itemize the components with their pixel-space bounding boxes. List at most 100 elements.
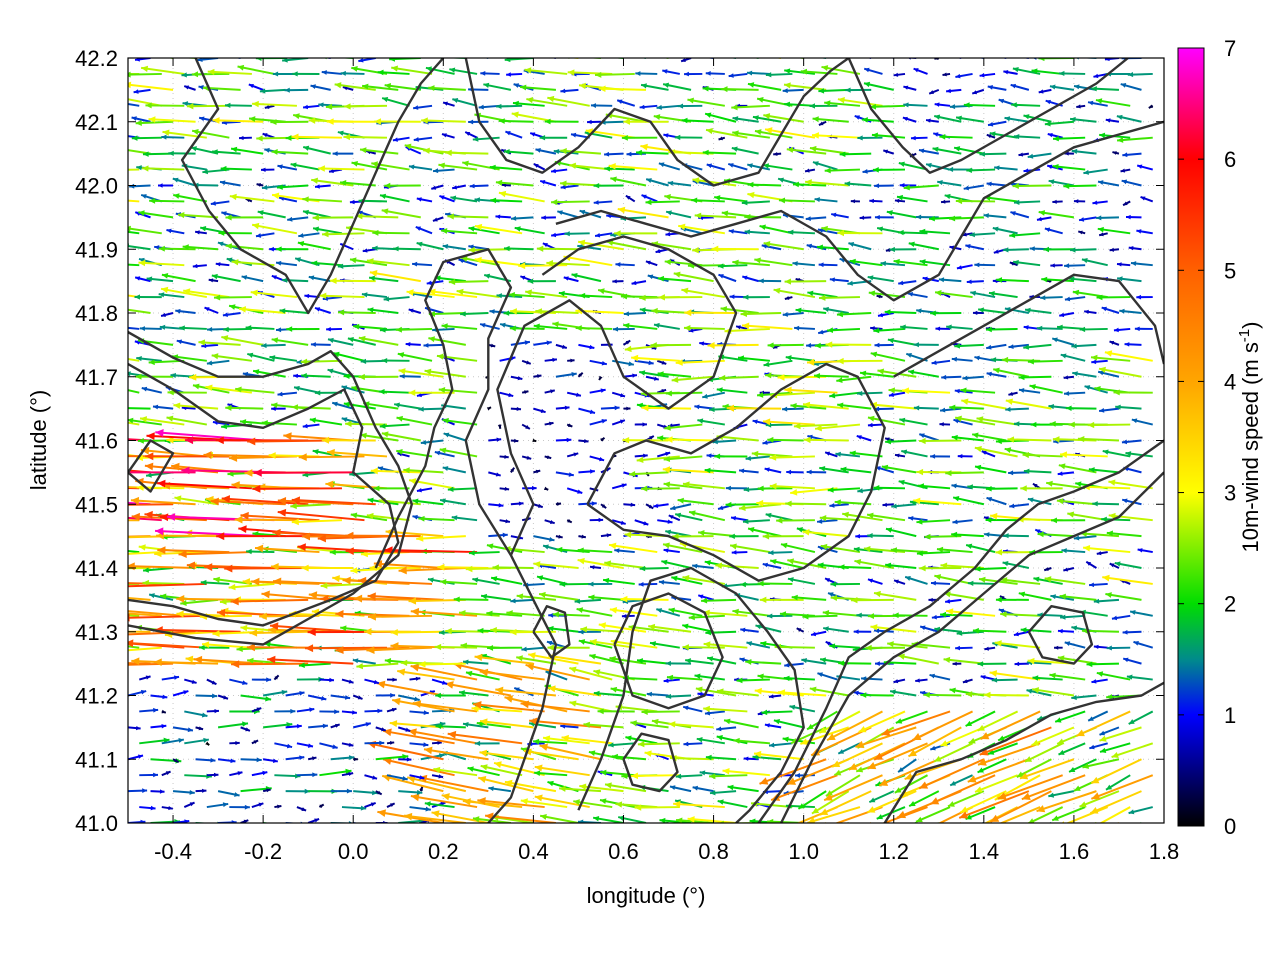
wind-vector-head [504,486,510,491]
wind-vector-shaft [675,359,725,364]
wind-vector-shaft [311,178,354,187]
wind-vector-head [947,53,952,57]
wind-vector-shaft [505,58,511,59]
wind-vector-head [605,782,612,789]
wind-vector-head [647,274,654,280]
wind-vector-head [381,431,389,438]
wind-vector-shaft [692,178,737,187]
wind-vector-head [296,724,302,729]
wind-vector-head [1057,655,1065,662]
wind-vector-head [943,656,951,663]
wind-vector-head [441,133,447,138]
wind-vector-shaft [822,611,861,617]
wind-vector-head [290,503,297,510]
wind-vector-head [335,610,344,618]
wind-vector-shaft [809,687,849,697]
wind-vector-head [1126,674,1133,680]
wind-vector-head [1096,294,1103,301]
wind-vector-head [573,799,580,806]
wind-vector-head [246,548,252,555]
wind-vector-shaft [343,135,388,139]
wind-vector-head [738,355,745,361]
wind-vector-head [1106,645,1112,651]
wind-vector-head [358,58,364,63]
wind-vector-head [184,436,194,445]
wind-vector-head [885,562,892,569]
wind-vector-head [887,641,894,648]
wind-vector-head [286,743,293,749]
wind-vector-head [416,487,422,493]
wind-vector-head [1098,370,1104,376]
wind-vector-head [790,489,798,496]
wind-vector-head [604,165,611,172]
wind-vector-head [396,415,403,422]
wind-vector-head [757,580,764,587]
wind-vector-head [408,389,416,396]
wind-vector-head [729,533,735,540]
wind-vector-head [223,50,230,56]
wind-vector-head [728,229,734,234]
wind-vector-head [531,485,537,491]
wind-vector-head [821,65,829,72]
wind-vector-head [1075,481,1082,487]
wind-vector-head [675,773,682,779]
wind-vector-head [683,705,689,711]
wind-vector-shaft [762,420,815,426]
wind-vector-shaft [439,580,478,585]
wind-vector-head [140,446,150,455]
wind-vector-head [480,71,486,76]
wind-vector-head [514,226,521,232]
wind-vector-head [1068,421,1075,428]
wind-vector-shaft [128,407,129,409]
wind-vector-shaft [355,215,399,219]
wind-vector-head [902,387,910,395]
wind-vector-head [286,326,293,332]
wind-vector-shaft [933,742,973,763]
wind-vector-head [136,355,142,362]
wind-vector-head [128,639,134,648]
wind-vector-head [905,576,911,581]
wind-vector-head [600,769,607,776]
wind-vector-head [179,325,185,331]
y-tick-label: 41.9 [75,237,118,262]
wind-vector-head [811,631,817,637]
wind-vector-head [894,579,899,584]
wind-vector-head [711,52,717,57]
wind-vector-head [801,53,807,58]
wind-vector-head [384,658,392,664]
wind-vector-head [141,194,147,199]
wind-vector-shaft [637,742,680,746]
wind-vector-head [389,720,398,728]
wind-vector-head [667,180,674,186]
wind-vector-head [580,626,588,633]
wind-vector-shaft [225,406,264,410]
wind-vector-head [149,198,156,204]
wind-vector-head [949,687,956,694]
wind-vector-head [1063,375,1069,380]
wind-vector-head [415,676,421,681]
wind-vector-head [402,753,409,760]
wind-vector-shaft [662,468,714,474]
wind-vector-head [272,192,280,200]
wind-vector-shaft [484,58,489,59]
wind-vector-head [1120,83,1127,88]
wind-vector-head [601,419,607,424]
wind-vector-shaft [128,389,140,394]
wind-vector-head [577,557,585,565]
wind-vector-shaft [764,128,816,139]
wind-vector-head [458,258,464,264]
wind-vector-head [544,118,551,125]
wind-vector-head [1032,675,1039,681]
wind-vector-shaft [428,86,466,91]
wind-vector-shaft [707,343,759,347]
wind-vector-head [682,481,690,488]
wind-vector-head [301,807,307,811]
wind-vector-shaft [989,790,1052,823]
wind-vector-head [698,594,704,599]
wind-vector-shaft [495,181,534,187]
wind-vector-head [438,753,445,759]
wind-vector-head [715,562,723,569]
wind-vector-head [390,628,398,636]
x-tick-label: 1.4 [969,839,1000,864]
colorbar-title-end: ) [1238,322,1263,329]
